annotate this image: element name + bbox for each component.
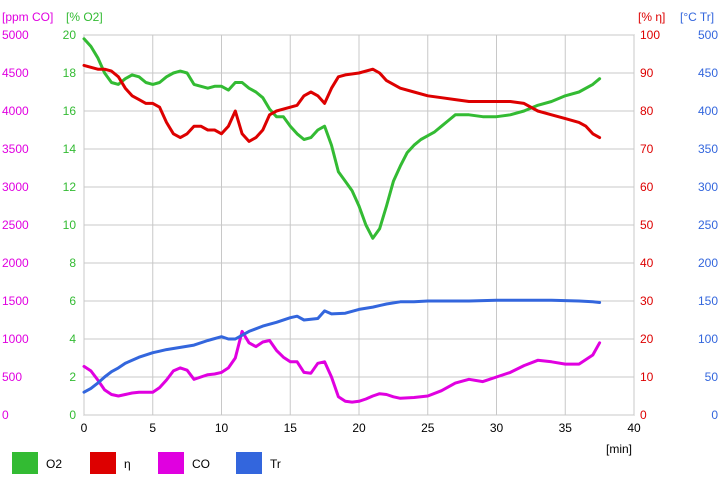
series-line-eta (82, 63, 602, 143)
y-tick-label-tr: 50 (705, 370, 719, 384)
y-tick-label-tr: 300 (698, 180, 718, 194)
axes: 0 5 10 15 20 25 30 35 40[min]0500100015002000250… (2, 10, 718, 456)
y-tick-label-eta: 90 (640, 66, 654, 80)
legend-swatch (12, 452, 38, 474)
y-tick-label-eta: 60 (640, 180, 654, 194)
y-tick-label-eta: 80 (640, 104, 654, 118)
y-tick-label-tr: 450 (698, 66, 718, 80)
y-tick-label-co: 3000 (2, 180, 29, 194)
y-axis-label-co: [ppm CO] (2, 10, 53, 24)
y-tick-label-o2: 6 (69, 294, 76, 308)
y-tick-label-tr: 350 (698, 142, 718, 156)
y-tick-label-co: 2500 (2, 218, 29, 232)
y-tick-label-co: 4000 (2, 104, 29, 118)
series (82, 37, 602, 404)
y-tick-label-o2: 14 (63, 142, 77, 156)
x-tick-label: 15 (284, 421, 298, 435)
series-line-co (82, 329, 602, 404)
y-tick-label-tr: 150 (698, 294, 718, 308)
legend-label: O2 (46, 457, 62, 471)
x-tick-label: 0 (81, 421, 88, 435)
legend-label: Tr (270, 457, 281, 471)
y-tick-label-o2: 10 (63, 218, 77, 232)
x-tick-label: 20 (352, 421, 366, 435)
y-tick-label-co: 500 (2, 370, 22, 384)
y-tick-label-o2: 12 (63, 180, 77, 194)
y-axis-label-tr: [°C Tr] (680, 10, 714, 24)
y-tick-label-tr: 250 (698, 218, 718, 232)
y-tick-label-eta: 40 (640, 256, 654, 270)
x-tick-label: 35 (559, 421, 573, 435)
legend-swatch (90, 452, 116, 474)
y-axis-label-eta: [% η] (638, 10, 665, 24)
x-axis-label: [min] (606, 442, 632, 456)
y-tick-label-eta: 10 (640, 370, 654, 384)
y-tick-label-co: 0 (2, 408, 9, 422)
y-tick-label-o2: 0 (69, 408, 76, 422)
y-tick-label-eta: 20 (640, 332, 654, 346)
series-line-o2 (82, 37, 602, 240)
y-tick-label-eta: 70 (640, 142, 654, 156)
y-tick-label-co: 4500 (2, 66, 29, 80)
y-tick-label-eta: 100 (640, 28, 660, 42)
y-tick-label-o2: 2 (69, 370, 76, 384)
y-tick-label-tr: 500 (698, 28, 718, 42)
legend-label: CO (192, 457, 210, 471)
series-line-tr (82, 298, 602, 394)
grid (83, 34, 635, 416)
x-tick-label: 10 (215, 421, 229, 435)
y-tick-label-tr: 0 (711, 408, 718, 422)
x-tick-label: 25 (421, 421, 435, 435)
y-tick-label-co: 1500 (2, 294, 29, 308)
y-tick-label-co: 2000 (2, 256, 29, 270)
legend: O2 η CO Tr (12, 452, 281, 474)
y-tick-label-co: 1000 (2, 332, 29, 346)
y-tick-label-eta: 30 (640, 294, 654, 308)
legend-swatch (158, 452, 184, 474)
y-tick-label-eta: 50 (640, 218, 654, 232)
x-tick-label: 40 (627, 421, 641, 435)
y-tick-label-o2: 18 (63, 66, 77, 80)
y-tick-label-tr: 200 (698, 256, 718, 270)
y-tick-label-co: 5000 (2, 28, 29, 42)
y-tick-label-eta: 0 (640, 408, 647, 422)
y-tick-label-o2: 20 (63, 28, 77, 42)
y-tick-label-o2: 16 (63, 104, 77, 118)
y-tick-label-o2: 8 (69, 256, 76, 270)
legend-label: η (124, 457, 131, 471)
y-tick-label-tr: 100 (698, 332, 718, 346)
y-tick-label-co: 3500 (2, 142, 29, 156)
legend-swatch (236, 452, 262, 474)
x-tick-label: 5 (149, 421, 156, 435)
y-tick-label-o2: 4 (69, 332, 76, 346)
x-tick-label: 30 (490, 421, 504, 435)
y-tick-label-tr: 400 (698, 104, 718, 118)
y-axis-label-o2: [% O2] (66, 10, 103, 24)
